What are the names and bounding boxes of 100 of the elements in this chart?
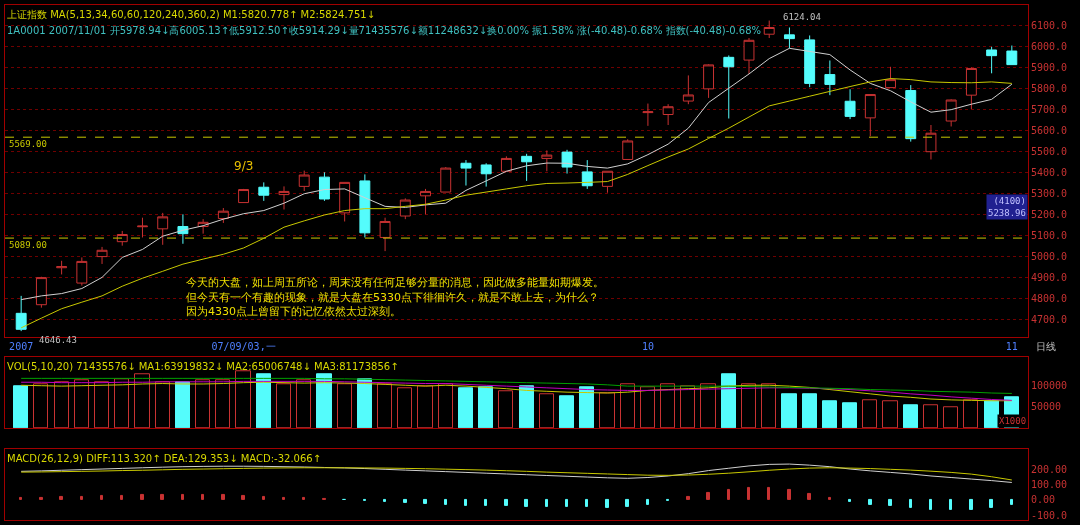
bar bbox=[848, 498, 851, 502]
y-tick-label: 5600.0 bbox=[1031, 125, 1068, 137]
candlestick bbox=[864, 94, 876, 137]
bar bbox=[706, 491, 710, 500]
y-tick-label: 5100.0 bbox=[1031, 230, 1068, 242]
bar bbox=[802, 393, 817, 429]
bar bbox=[545, 498, 548, 507]
annotation: X1000 bbox=[999, 416, 1027, 426]
candlestick bbox=[581, 159, 593, 190]
bar bbox=[478, 386, 493, 429]
bar bbox=[984, 400, 999, 429]
bar bbox=[565, 498, 568, 507]
candlestick bbox=[986, 46, 998, 74]
bar bbox=[357, 378, 372, 429]
bar bbox=[646, 498, 649, 505]
bar bbox=[221, 493, 225, 500]
y-tick-label: 100000 bbox=[1031, 379, 1068, 391]
bar bbox=[767, 486, 770, 500]
candlestick bbox=[238, 188, 250, 204]
y-tick-label: 5500.0 bbox=[1031, 146, 1068, 158]
y-tick-label: 4900.0 bbox=[1031, 272, 1068, 284]
candlestick bbox=[743, 37, 755, 75]
bar bbox=[888, 498, 892, 506]
bar bbox=[787, 488, 791, 500]
candlestick bbox=[783, 26, 795, 49]
candlestick bbox=[561, 149, 573, 175]
bar bbox=[727, 488, 730, 500]
bar bbox=[903, 404, 918, 429]
candlestick bbox=[15, 295, 27, 332]
bar bbox=[640, 386, 655, 429]
annotation: 9/3 bbox=[234, 159, 254, 173]
candlestick bbox=[420, 188, 431, 215]
x-tick-label: 07/09/03,一 bbox=[211, 340, 276, 352]
bar bbox=[686, 495, 690, 500]
bar bbox=[59, 495, 63, 500]
candlestick bbox=[521, 153, 533, 182]
candlestick bbox=[298, 170, 310, 192]
candlestick bbox=[56, 260, 68, 275]
ref-line-label: 5089.00 bbox=[9, 240, 47, 250]
candlestick bbox=[602, 170, 613, 194]
bar bbox=[316, 373, 332, 429]
candlestick bbox=[76, 256, 88, 287]
candlestick bbox=[763, 20, 775, 39]
x-tick-label: 2007 bbox=[9, 340, 34, 352]
bar bbox=[39, 496, 43, 500]
candlestick bbox=[844, 88, 856, 120]
candlestick bbox=[824, 59, 836, 96]
bar bbox=[524, 498, 528, 507]
bar bbox=[181, 493, 184, 500]
y-tick-label: 5700.0 bbox=[1031, 104, 1068, 116]
bar bbox=[114, 378, 129, 429]
y-tick-label: 5400.0 bbox=[1031, 167, 1068, 179]
bar bbox=[54, 381, 69, 429]
bar bbox=[498, 390, 513, 429]
candlestick bbox=[1006, 45, 1018, 66]
annotation: 今天的大盘，如上周五所论，周末没有任何足够分量的消息，因此做多能量如期爆发。 bbox=[186, 276, 604, 289]
candlestick bbox=[662, 103, 674, 126]
y-tick-label: 4700.0 bbox=[1031, 314, 1068, 326]
bar bbox=[969, 498, 973, 510]
y-tick-label: 0.00 bbox=[1031, 494, 1056, 506]
y-tick-label: 5200.0 bbox=[1031, 209, 1068, 221]
chart-title: 上证指数 MA(5,13,34,60,60,120,240,360,2) M1:5820.778↑ M2:5824.751↓ bbox=[7, 9, 376, 20]
chart-title: VOL(5,10,20) 71435576↓ MA1:63919832↓ MA2:65006748↓ MA3:81173856↑ bbox=[7, 361, 399, 372]
candlestick bbox=[905, 84, 917, 143]
y-tick-label: -100.0 bbox=[1031, 509, 1068, 521]
bar bbox=[195, 379, 210, 429]
x-tick-label: 11 bbox=[1005, 340, 1018, 352]
y-tick-label: 5300.0 bbox=[1031, 188, 1068, 200]
candlestick bbox=[460, 159, 472, 187]
bar bbox=[862, 399, 877, 429]
bar bbox=[559, 395, 574, 429]
y-tick-label: 5800.0 bbox=[1031, 83, 1068, 95]
bar bbox=[175, 381, 190, 429]
y-tick-label: 200.00 bbox=[1031, 463, 1068, 475]
bar bbox=[134, 373, 150, 429]
bar bbox=[74, 379, 89, 429]
bar bbox=[383, 498, 386, 502]
candlestick bbox=[965, 66, 977, 110]
candlestick bbox=[137, 217, 148, 238]
bar bbox=[484, 498, 487, 506]
bar bbox=[625, 498, 629, 507]
bar bbox=[235, 370, 251, 429]
bar bbox=[464, 498, 467, 506]
bar bbox=[201, 493, 204, 500]
annotation: 6124.04 bbox=[783, 12, 821, 22]
bar bbox=[80, 495, 83, 500]
y-tick-label: 50000 bbox=[1031, 401, 1062, 413]
candlestick bbox=[682, 74, 694, 105]
bar bbox=[909, 498, 912, 508]
bar bbox=[943, 406, 958, 429]
bar bbox=[438, 383, 453, 429]
bar bbox=[276, 383, 291, 429]
candlestick bbox=[622, 138, 634, 160]
bar bbox=[989, 498, 993, 508]
bar bbox=[155, 381, 170, 429]
bar bbox=[337, 383, 352, 429]
ref-line-label: 5569.00 bbox=[9, 139, 47, 149]
candlestick bbox=[258, 181, 270, 202]
bar bbox=[13, 385, 28, 429]
candlestick bbox=[157, 212, 169, 246]
